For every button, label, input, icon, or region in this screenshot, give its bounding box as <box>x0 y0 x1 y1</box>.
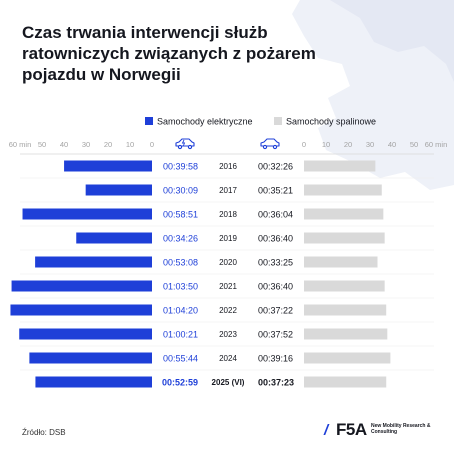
year-label: 2023 <box>219 330 237 339</box>
car-body <box>260 138 280 147</box>
bar-electric <box>29 352 153 364</box>
chart-row: 00:55:44 2024 00:39:16 <box>20 352 434 371</box>
data-label-electric: 00:34:26 <box>163 234 198 244</box>
bar-rows: 00:39:58 2016 00:32:26 00:30:09 2017 00:35:21… <box>10 160 434 388</box>
data-label-combustion: 00:32:26 <box>258 162 293 172</box>
year-label: 2024 <box>219 354 237 363</box>
x-tick-right: 40 <box>388 140 396 149</box>
x-tick-left: 40 <box>60 140 68 149</box>
bar-electric <box>10 304 153 316</box>
data-label-electric: 00:58:51 <box>163 210 198 220</box>
brand-slash: / <box>324 422 329 439</box>
chart-row: 00:52:59 2025 (VI) 00:37:23 <box>35 376 387 388</box>
bar-combustion <box>304 184 382 196</box>
data-label-electric: 00:53:08 <box>163 258 198 268</box>
data-label-combustion: 00:36:40 <box>258 234 293 244</box>
data-label-combustion: 00:36:04 <box>258 210 293 220</box>
bar-combustion <box>304 208 384 220</box>
x-tick-left: 20 <box>104 140 112 149</box>
year-label: 2021 <box>219 282 237 291</box>
data-label-combustion: 00:33:25 <box>258 258 293 268</box>
bar-electric <box>85 184 152 196</box>
bar-electric <box>35 376 152 388</box>
data-label-electric: 00:55:44 <box>163 354 198 364</box>
bar-electric <box>35 256 152 268</box>
bar-combustion <box>304 328 388 340</box>
year-label: 2019 <box>219 234 237 243</box>
europe-map-background <box>292 0 454 190</box>
chart-row: 00:53:08 2020 00:33:25 <box>20 256 434 275</box>
car-body <box>175 138 195 147</box>
legend: Samochody elektryczne Samochody spalinowe <box>145 117 376 127</box>
year-label: 2020 <box>219 258 237 267</box>
chart-row: 00:34:26 2019 00:36:40 <box>20 232 434 251</box>
bar-combustion <box>304 232 385 244</box>
lightning-bolt <box>181 139 186 146</box>
legend-label-electric: Samochody elektryczne <box>157 117 253 127</box>
x-tick-left: 0 <box>150 140 154 149</box>
year-label: 2016 <box>219 162 237 171</box>
legend-swatch-combustion <box>274 117 282 125</box>
electric-car-icon <box>175 138 195 150</box>
car-icon <box>260 138 280 150</box>
bar-combustion <box>304 304 387 316</box>
data-label-combustion: 00:37:22 <box>258 306 293 316</box>
x-tick-left: 30 <box>82 140 90 149</box>
data-label-electric: 00:30:09 <box>163 186 198 196</box>
axes: 60 min 50 40 30 20 10 0 0 10 20 30 40 50 60 min <box>9 138 448 155</box>
car-wheel <box>187 144 193 150</box>
bar-combustion <box>304 280 385 292</box>
x-tick-left: 10 <box>126 140 134 149</box>
x-tick-left: 60 min <box>9 140 32 149</box>
car-wheel <box>177 144 183 150</box>
legend-label-combustion: Samochody spalinowe <box>286 117 376 127</box>
x-tick-right: 60 min <box>425 140 448 149</box>
car-wheel <box>272 144 278 150</box>
chart-row: 01:00:21 2023 00:37:52 <box>19 328 434 347</box>
data-label-combustion: 00:37:52 <box>258 330 293 340</box>
data-label-electric: 01:03:50 <box>163 282 198 292</box>
bar-electric <box>19 328 153 340</box>
brand-wordmark: F5A <box>336 420 367 439</box>
x-tick-right: 20 <box>344 140 352 149</box>
chart-title: Czas trwania interwencji służb ratownicz… <box>22 23 316 84</box>
data-label-combustion: 00:35:21 <box>258 186 293 196</box>
source-note: Źródło: DSB <box>22 428 66 437</box>
finland-shape <box>330 0 454 82</box>
data-label-combustion: 00:36:40 <box>258 282 293 292</box>
bar-combustion <box>304 256 378 268</box>
x-tick-right: 10 <box>322 140 330 149</box>
data-label-electric: 00:52:59 <box>162 378 198 388</box>
x-tick-left: 50 <box>38 140 46 149</box>
x-tick-right: 30 <box>366 140 374 149</box>
car-wheel <box>262 144 268 150</box>
bar-electric <box>22 208 153 220</box>
data-label-electric: 00:39:58 <box>163 162 198 172</box>
year-label: 2025 (VI) <box>212 378 245 387</box>
chart-row: 00:39:58 2016 00:32:26 <box>20 160 434 179</box>
year-label: 2022 <box>219 306 237 315</box>
bar-combustion <box>304 352 391 364</box>
chart-row: 00:30:09 2017 00:35:21 <box>20 184 434 203</box>
data-label-electric: 01:00:21 <box>163 330 198 340</box>
chart-row: 01:03:50 2021 00:36:40 <box>11 280 434 299</box>
data-label-combustion: 00:37:23 <box>258 378 294 388</box>
x-tick-right: 0 <box>302 140 306 149</box>
bar-combustion <box>304 376 387 388</box>
year-label: 2018 <box>219 210 237 219</box>
legend-swatch-electric <box>145 117 153 125</box>
data-label-electric: 01:04:20 <box>163 306 198 316</box>
bar-electric <box>64 160 152 172</box>
chart-row: 00:58:51 2018 00:36:04 <box>20 208 434 227</box>
data-label-combustion: 00:39:16 <box>258 354 293 364</box>
bar-combustion <box>304 160 376 172</box>
brand-tagline: New Mobility Research & Consulting <box>371 423 431 435</box>
bar-electric <box>76 232 152 244</box>
year-label: 2017 <box>219 186 237 195</box>
chart-row: 01:04:20 2022 00:37:22 <box>10 304 434 323</box>
x-tick-right: 50 <box>410 140 418 149</box>
bar-electric <box>11 280 153 292</box>
